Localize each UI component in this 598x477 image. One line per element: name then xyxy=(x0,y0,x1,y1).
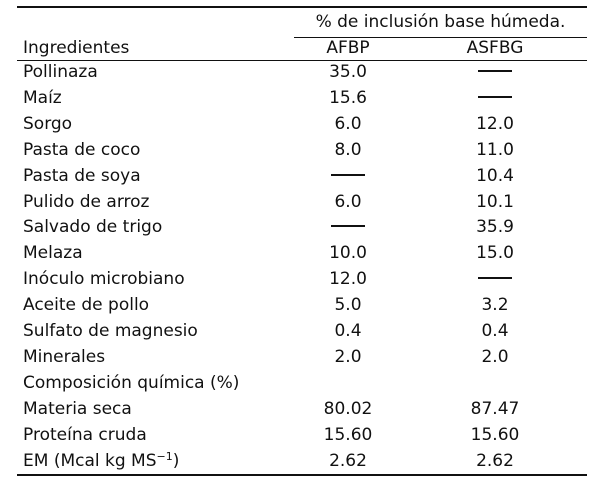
table-header-rule xyxy=(17,60,587,61)
row-asfbg-value: 35.9 xyxy=(476,217,514,237)
header-afbp: AFBP xyxy=(326,38,370,58)
row-asfbg-value: 10.4 xyxy=(476,166,514,186)
row-asfbg-value: 15.0 xyxy=(476,243,514,263)
em-dash-mark xyxy=(331,174,365,176)
header-asfbg: ASFBG xyxy=(466,38,524,58)
row-label: Pasta de coco xyxy=(23,140,141,160)
row-asfbg-value: 11.0 xyxy=(476,140,514,160)
row-afbp-value: 5.0 xyxy=(334,295,362,315)
row-asfbg-value: 15.60 xyxy=(470,425,520,445)
row-label: Proteína cruda xyxy=(23,425,147,445)
row-afbp-value: 10.0 xyxy=(329,243,367,263)
row-label: Sorgo xyxy=(23,114,73,134)
row-asfbg-value: 0.4 xyxy=(481,321,509,341)
row-afbp-value: 6.0 xyxy=(334,192,362,212)
span-header: % de inclusión base húmeda. xyxy=(315,12,566,32)
em-dash-mark xyxy=(331,225,365,227)
row-label: Materia seca xyxy=(23,399,132,419)
em-label-exponent: −1 xyxy=(156,450,173,463)
row-label: Melaza xyxy=(23,243,83,263)
row-afbp-value: 15.60 xyxy=(323,425,373,445)
row-asfbg-value: 87.47 xyxy=(470,399,520,419)
row-label: Salvado de trigo xyxy=(23,217,163,237)
row-afbp-value: 0.4 xyxy=(334,321,362,341)
row-afbp-value xyxy=(293,166,403,186)
row-label: Pasta de soya xyxy=(23,166,141,186)
em-dash-mark xyxy=(478,96,512,98)
row-asfbg-value xyxy=(440,62,550,82)
row-afbp-value: 8.0 xyxy=(334,140,362,160)
row-afbp-value: 12.0 xyxy=(329,269,367,289)
row-asfbg-value xyxy=(440,88,550,108)
row-label: Maíz xyxy=(23,88,62,108)
row-label: Sulfato de magnesio xyxy=(23,321,198,341)
row-afbp-value: 35.0 xyxy=(329,62,367,82)
em-label: EM (Mcal kg MS−1) xyxy=(23,450,180,471)
row-asfbg-value: 10.1 xyxy=(476,192,514,212)
row-label: Pulido de arroz xyxy=(23,192,150,212)
table-bottom-rule xyxy=(17,474,587,476)
span-header-rule xyxy=(294,37,587,38)
em-dash-mark xyxy=(478,70,512,72)
row-label: Aceite de pollo xyxy=(23,295,150,315)
row-afbp-value: 6.0 xyxy=(334,114,362,134)
row-label: Pollinaza xyxy=(23,62,98,82)
row-afbp-value xyxy=(293,217,403,237)
table-top-rule xyxy=(17,6,587,8)
row-afbp-value: 2.0 xyxy=(334,347,362,367)
em-afbp: 2.62 xyxy=(329,451,367,471)
header-ingredients: Ingredientes xyxy=(23,38,130,58)
row-asfbg-value: 2.0 xyxy=(481,347,509,367)
row-asfbg-value: 12.0 xyxy=(476,114,514,134)
row-label: Minerales xyxy=(23,347,106,367)
em-asfbg: 2.62 xyxy=(476,451,514,471)
row-afbp-value: 80.02 xyxy=(323,399,373,419)
row-afbp-value: 15.6 xyxy=(329,88,367,108)
row-label: Inóculo microbiano xyxy=(23,269,185,289)
row-asfbg-value: 3.2 xyxy=(481,295,509,315)
row-asfbg-value xyxy=(440,269,550,289)
row-label: Composición química (%) xyxy=(23,373,240,393)
em-dash-mark xyxy=(478,277,512,279)
